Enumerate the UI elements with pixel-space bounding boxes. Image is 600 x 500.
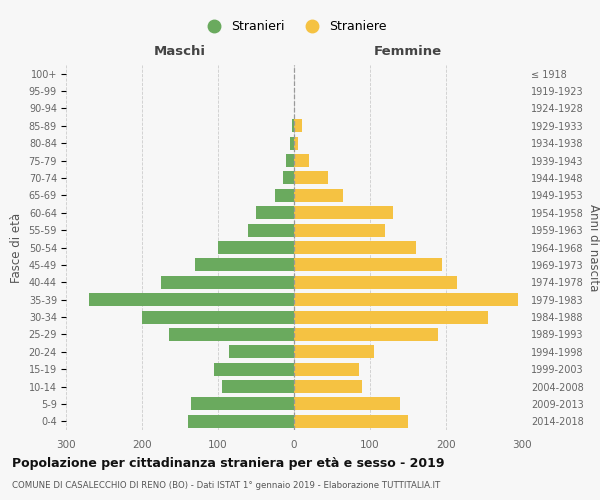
Bar <box>161 276 294 289</box>
Bar <box>229 346 294 358</box>
Bar <box>169 328 294 341</box>
Bar <box>283 172 294 184</box>
Bar <box>294 293 518 306</box>
Bar <box>290 136 294 149</box>
Bar <box>294 189 343 202</box>
Bar <box>218 241 294 254</box>
Bar <box>188 415 294 428</box>
Bar <box>294 362 359 376</box>
Bar <box>294 346 374 358</box>
Text: COMUNE DI CASALECCHIO DI RENO (BO) - Dati ISTAT 1° gennaio 2019 - Elaborazione T: COMUNE DI CASALECCHIO DI RENO (BO) - Dat… <box>12 481 440 490</box>
Bar <box>275 189 294 202</box>
Bar <box>286 154 294 167</box>
Bar <box>294 154 309 167</box>
Bar <box>294 136 298 149</box>
Y-axis label: Fasce di età: Fasce di età <box>10 212 23 282</box>
Text: Maschi: Maschi <box>154 44 206 58</box>
Bar <box>256 206 294 220</box>
Bar <box>222 380 294 393</box>
Bar <box>89 293 294 306</box>
Bar <box>294 172 328 184</box>
Bar <box>294 120 302 132</box>
Bar <box>294 415 408 428</box>
Text: Popolazione per cittadinanza straniera per età e sesso - 2019: Popolazione per cittadinanza straniera p… <box>12 458 445 470</box>
Bar <box>142 310 294 324</box>
Bar <box>214 362 294 376</box>
Bar <box>294 206 393 220</box>
Y-axis label: Anni di nascita: Anni di nascita <box>587 204 600 291</box>
Bar <box>292 120 294 132</box>
Bar <box>195 258 294 272</box>
Bar <box>294 276 457 289</box>
Bar <box>294 258 442 272</box>
Bar <box>294 398 400 410</box>
Bar <box>294 224 385 236</box>
Bar <box>294 241 416 254</box>
Bar <box>191 398 294 410</box>
Text: Femmine: Femmine <box>374 44 442 58</box>
Bar <box>248 224 294 236</box>
Bar <box>294 310 488 324</box>
Bar <box>294 328 439 341</box>
Legend: Stranieri, Straniere: Stranieri, Straniere <box>201 20 387 33</box>
Bar <box>294 380 362 393</box>
